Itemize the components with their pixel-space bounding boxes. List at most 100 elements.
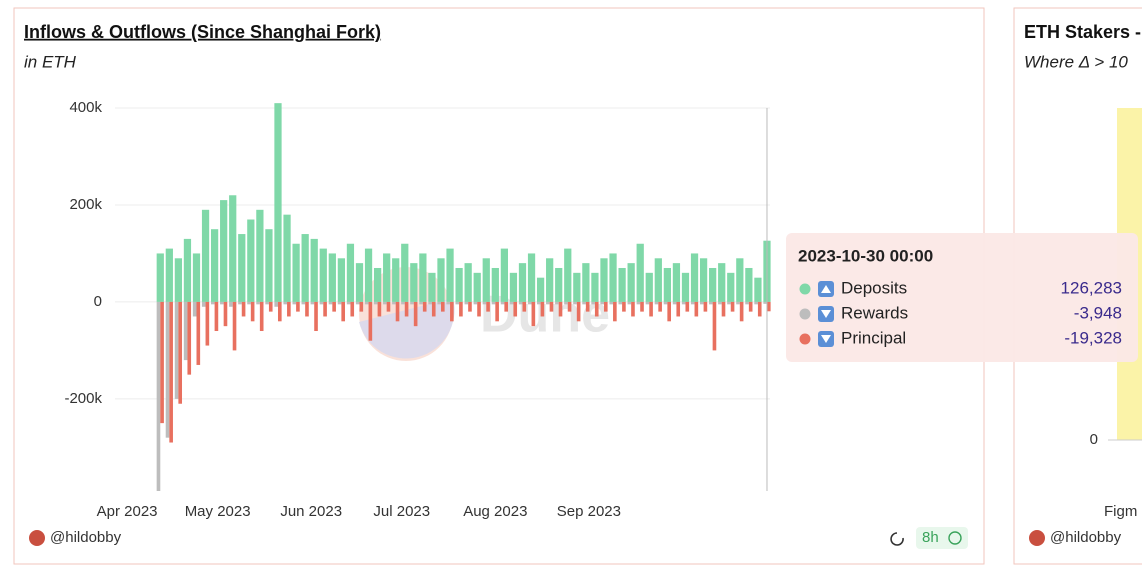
freshness: 8h xyxy=(922,529,939,546)
bar xyxy=(196,301,201,365)
bar xyxy=(428,272,436,302)
bar xyxy=(699,301,704,305)
bar xyxy=(341,301,346,322)
bar xyxy=(527,253,536,302)
panel-title[interactable]: ETH Stakers - xyxy=(1024,22,1141,42)
bar xyxy=(567,301,572,312)
bar xyxy=(491,301,496,305)
bar xyxy=(636,301,641,305)
bar xyxy=(473,272,481,302)
bar xyxy=(401,243,409,302)
legend-dot xyxy=(799,308,811,320)
bar xyxy=(192,301,197,317)
bar xyxy=(247,301,251,305)
bar xyxy=(310,301,315,305)
x-tick-label: Apr 2023 xyxy=(97,503,158,520)
bar xyxy=(450,301,454,322)
bar xyxy=(256,209,264,302)
bar xyxy=(355,301,360,305)
bar xyxy=(573,301,577,305)
bar xyxy=(210,229,219,302)
watermark: Dune xyxy=(480,286,610,344)
legend-label: Deposits xyxy=(841,278,907,297)
bar xyxy=(314,301,318,332)
bar xyxy=(241,301,246,317)
bar xyxy=(718,263,726,302)
bar xyxy=(477,301,481,317)
bar xyxy=(413,301,418,327)
bar xyxy=(594,301,599,317)
y-tick-label: 0 xyxy=(94,293,102,310)
bar xyxy=(446,248,454,302)
bar xyxy=(718,301,722,305)
bar xyxy=(419,301,423,305)
check-icon xyxy=(948,531,962,545)
bar xyxy=(754,277,762,302)
bar xyxy=(600,258,608,302)
bar xyxy=(727,301,731,305)
panel-author[interactable]: @hildobby xyxy=(1050,529,1122,546)
y-tick-label: 400k xyxy=(69,99,102,116)
avatar xyxy=(29,530,45,546)
bar xyxy=(509,272,518,302)
bar xyxy=(156,253,164,302)
author[interactable]: @hildobby xyxy=(50,529,122,546)
bar xyxy=(305,301,309,317)
tooltip-value: -19,328 xyxy=(1064,328,1122,347)
bar xyxy=(518,301,523,305)
bar xyxy=(672,263,681,302)
arrow xyxy=(821,335,831,343)
bar xyxy=(392,301,396,305)
bar xyxy=(564,301,568,305)
bar xyxy=(383,253,391,302)
bar xyxy=(522,301,527,312)
bar xyxy=(618,301,623,305)
bar xyxy=(681,272,690,302)
bar xyxy=(473,301,478,305)
bar xyxy=(658,301,662,312)
bar xyxy=(455,267,463,302)
bar xyxy=(183,301,188,361)
bar xyxy=(748,301,753,312)
bar xyxy=(585,301,590,312)
bar xyxy=(250,301,255,322)
bar xyxy=(283,301,288,305)
bar xyxy=(359,301,364,312)
refresh-icon[interactable] xyxy=(890,532,904,546)
bar xyxy=(283,214,291,302)
bar xyxy=(214,301,219,332)
bar xyxy=(546,258,554,302)
bar xyxy=(745,267,753,302)
bar xyxy=(178,301,183,404)
bar xyxy=(205,301,210,346)
bar xyxy=(187,301,192,375)
bar xyxy=(274,301,278,307)
bar xyxy=(690,301,695,305)
chart-title[interactable]: Inflows & Outflows (Since Shanghai Fork) xyxy=(24,22,381,42)
bar xyxy=(622,301,626,312)
panel-category: Figm xyxy=(1104,503,1137,520)
bar xyxy=(654,258,662,302)
bar xyxy=(373,267,382,302)
bar xyxy=(555,267,563,302)
tooltip xyxy=(786,233,1138,362)
bar xyxy=(220,200,228,302)
bar xyxy=(672,301,677,305)
bar xyxy=(328,253,336,302)
bar xyxy=(232,301,237,351)
bar xyxy=(238,234,246,302)
bar xyxy=(491,267,499,302)
bar xyxy=(627,301,632,305)
bar xyxy=(486,301,490,312)
bar xyxy=(201,209,210,302)
bar xyxy=(268,301,273,312)
y-tick-label: 200k xyxy=(69,196,102,213)
bar xyxy=(410,301,414,305)
bar xyxy=(256,301,260,305)
arrow xyxy=(821,310,831,318)
bar xyxy=(513,301,518,317)
bar xyxy=(709,267,717,302)
bar xyxy=(319,301,324,305)
x-tick-label: Jul 2023 xyxy=(373,503,430,520)
bar xyxy=(319,248,327,302)
